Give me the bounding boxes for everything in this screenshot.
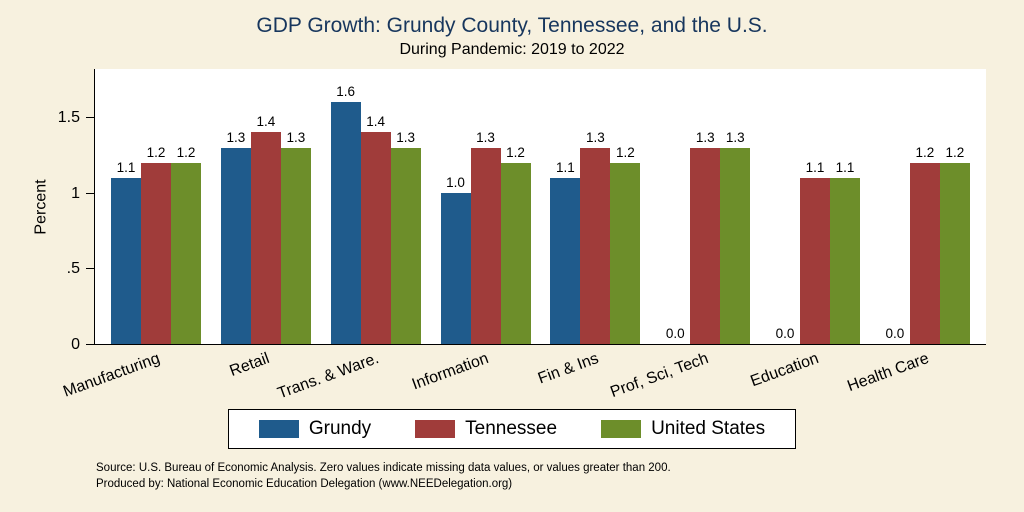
bar-value-label: 1.3 (585, 129, 605, 145)
bar-value-label: 1.1 (555, 159, 575, 175)
bar-value-label: 1.3 (396, 129, 416, 145)
bar-tennessee: 1.2 (141, 145, 171, 344)
bar-tennessee: 1.2 (909, 145, 940, 344)
bar-group: 1.0 1.3 1.2 Information (410, 130, 531, 393)
bar-group: 0.0 1.2 1.2 Health Care (845, 145, 970, 395)
source-note-line2: Produced by: National Economic Education… (96, 477, 513, 490)
bar-tennessee: 1.1 (800, 160, 831, 344)
bar-tennessee: 1.4 (250, 114, 281, 344)
bar-value-label: 1.1 (835, 159, 855, 175)
bar-tennessee: 1.3 (580, 130, 611, 344)
chart-area: Percent 1.1 1.2 1.2 Manufacturing 1.3 1.4 1.3 R… (33, 69, 994, 402)
bar-united-states: 1.3 (280, 130, 311, 344)
bar-value-label: 1.3 (476, 129, 495, 145)
chart-subtitle: During Pandemic: 2019 to 2022 (399, 41, 625, 58)
source-note-line1: Source: U.S. Bureau of Economic Analysis… (96, 462, 671, 474)
bar-united-states: 1.1 (830, 160, 861, 344)
legend-item: Grundy (258, 418, 372, 440)
chart-title: GDP Growth: Grundy County, Tennessee, an… (256, 14, 768, 37)
bar-group: 0.0 1.3 1.3 Prof, Sci, Tech (609, 130, 751, 401)
y-tick-label: .5 (66, 260, 80, 278)
bar-group: 1.1 1.2 1.2 Manufacturing (61, 145, 201, 401)
y-tick-mark (86, 117, 94, 119)
bar-united-states: 1.2 (500, 145, 531, 344)
bar-tennessee: 1.3 (470, 130, 501, 344)
legend-item: Tennessee (415, 418, 557, 440)
bar-value-label: 1.1 (805, 159, 825, 175)
bar-grundy: 1.1 (550, 160, 581, 344)
bar-value-label: 0.0 (775, 326, 795, 341)
x-axis-label: Health Care (844, 350, 931, 396)
bar-united-states: 1.3 (720, 130, 751, 344)
bar-value-label: 1.2 (146, 144, 166, 160)
y-tick-mark (86, 268, 94, 270)
x-axis-label: Education (748, 350, 821, 391)
x-axis-label: Retail (227, 350, 272, 380)
bar-tennessee: 1.4 (360, 114, 391, 344)
bar-value-label: 1.2 (915, 144, 935, 160)
legend-swatch (258, 420, 299, 438)
bar-value-label: 1.3 (695, 129, 715, 145)
legend: Grundy Tennessee United States (227, 409, 797, 449)
y-tick-label: 1.5 (57, 109, 80, 127)
y-tick-label: 1 (71, 184, 80, 202)
legend-swatch (601, 420, 642, 438)
bar-value-label: 1.3 (725, 129, 745, 145)
legend-label: Tennessee (465, 418, 558, 439)
bar-tennessee: 1.3 (690, 130, 721, 344)
legend-label: Grundy (308, 418, 372, 439)
bar-value-label: 1.6 (336, 84, 356, 100)
x-axis-label: Prof, Sci, Tech (608, 350, 712, 402)
bar-value-label: 0.0 (885, 326, 905, 341)
y-tick-mark (86, 192, 94, 194)
y-tick-label: 0 (71, 336, 80, 353)
bar-grundy: 1.3 (220, 130, 251, 344)
bar-united-states: 1.2 (171, 145, 201, 344)
bar-united-states: 1.2 (939, 145, 970, 344)
bar-grundy: 1.1 (111, 160, 141, 344)
x-axis-label: Information (410, 350, 492, 394)
legend-swatch (415, 420, 456, 438)
x-axis-label: Manufacturing (60, 350, 162, 401)
bar-value-label: 1.2 (506, 144, 525, 160)
x-axis-label: Fin & Ins (536, 350, 602, 388)
legend-label: United States (651, 418, 766, 439)
y-tick-mark (86, 344, 94, 345)
bar-grundy: 1.6 (330, 84, 361, 344)
bar-value-label: 1.3 (226, 129, 246, 145)
bar-united-states: 1.3 (390, 130, 421, 344)
bar-value-label: 1.4 (366, 114, 386, 130)
bar-value-label: 1.3 (286, 129, 306, 145)
bar-value-label: 1.1 (116, 159, 136, 175)
bar-group: 0.0 1.1 1.1 Education (748, 160, 861, 390)
bar-group: 1.3 1.4 1.3 Retail (220, 114, 311, 380)
bar-value-label: 1.0 (446, 174, 465, 190)
bar-value-label: 1.2 (615, 144, 635, 160)
plot-area: 1.1 1.2 1.2 Manufacturing 1.3 1.4 1.3 Retail 1.6… (61, 69, 986, 402)
bar-value-label: 1.4 (256, 114, 276, 130)
bar-group: 1.1 1.3 1.2 Fin & Ins (536, 130, 641, 388)
bar-value-label: 1.2 (176, 144, 196, 160)
bar-united-states: 1.2 (610, 145, 641, 344)
source-note: Source: U.S. Bureau of Economic Analysis… (96, 461, 1024, 492)
bar-value-label: 0.0 (665, 326, 685, 341)
bar-group: 1.6 1.4 1.3 Trans. & Ware. (276, 84, 421, 402)
bar-grundy: 1.0 (440, 175, 471, 344)
legend-item: United States (601, 418, 765, 440)
bar-value-label: 1.2 (945, 144, 965, 160)
x-axis-label: Trans. & Ware. (275, 350, 382, 403)
